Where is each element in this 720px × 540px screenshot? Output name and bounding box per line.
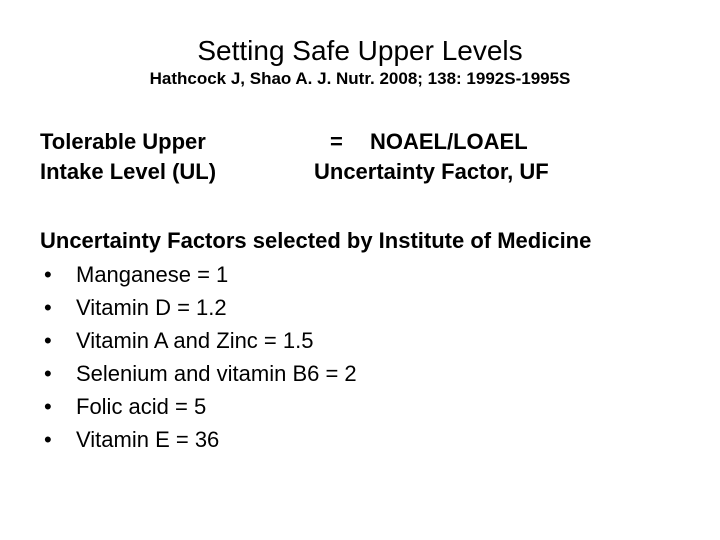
bullet-icon: • xyxy=(44,357,76,390)
equation-numerator-line: =NOAEL/LOAEL xyxy=(300,127,680,157)
bullet-icon: • xyxy=(44,423,76,456)
bullet-list: •Manganese = 1 •Vitamin D = 1.2 •Vitamin… xyxy=(40,258,680,456)
citation: Hathcock J, Shao A. J. Nutr. 2008; 138: … xyxy=(40,69,680,89)
equals-sign: = xyxy=(330,127,370,157)
list-item: •Selenium and vitamin B6 = 2 xyxy=(44,357,680,390)
bullet-icon: • xyxy=(44,324,76,357)
list-item: •Vitamin A and Zinc = 1.5 xyxy=(44,324,680,357)
list-item: •Vitamin E = 36 xyxy=(44,423,680,456)
list-item-label: Vitamin D = 1.2 xyxy=(76,291,227,324)
equation-left-line2: Intake Level (UL) xyxy=(40,157,300,187)
equation-block: Tolerable Upper Intake Level (UL) =NOAEL… xyxy=(40,127,680,186)
list-item-label: Folic acid = 5 xyxy=(76,390,206,423)
list-item-label: Vitamin E = 36 xyxy=(76,423,219,456)
page-title: Setting Safe Upper Levels xyxy=(40,35,680,67)
bullet-icon: • xyxy=(44,291,76,324)
list-item: •Folic acid = 5 xyxy=(44,390,680,423)
equation-right: =NOAEL/LOAEL Uncertainty Factor, UF xyxy=(300,127,680,186)
list-item: •Manganese = 1 xyxy=(44,258,680,291)
bullet-icon: • xyxy=(44,390,76,423)
list-item-label: Vitamin A and Zinc = 1.5 xyxy=(76,324,313,357)
equation-left: Tolerable Upper Intake Level (UL) xyxy=(40,127,300,186)
list-item-label: Selenium and vitamin B6 = 2 xyxy=(76,357,357,390)
equation-denominator: Uncertainty Factor, UF xyxy=(300,157,680,187)
bullet-icon: • xyxy=(44,258,76,291)
list-item-label: Manganese = 1 xyxy=(76,258,228,291)
equation-left-line1: Tolerable Upper xyxy=(40,127,300,157)
equation-numerator: NOAEL/LOAEL xyxy=(370,129,528,154)
section-heading: Uncertainty Factors selected by Institut… xyxy=(40,228,680,254)
list-item: •Vitamin D = 1.2 xyxy=(44,291,680,324)
